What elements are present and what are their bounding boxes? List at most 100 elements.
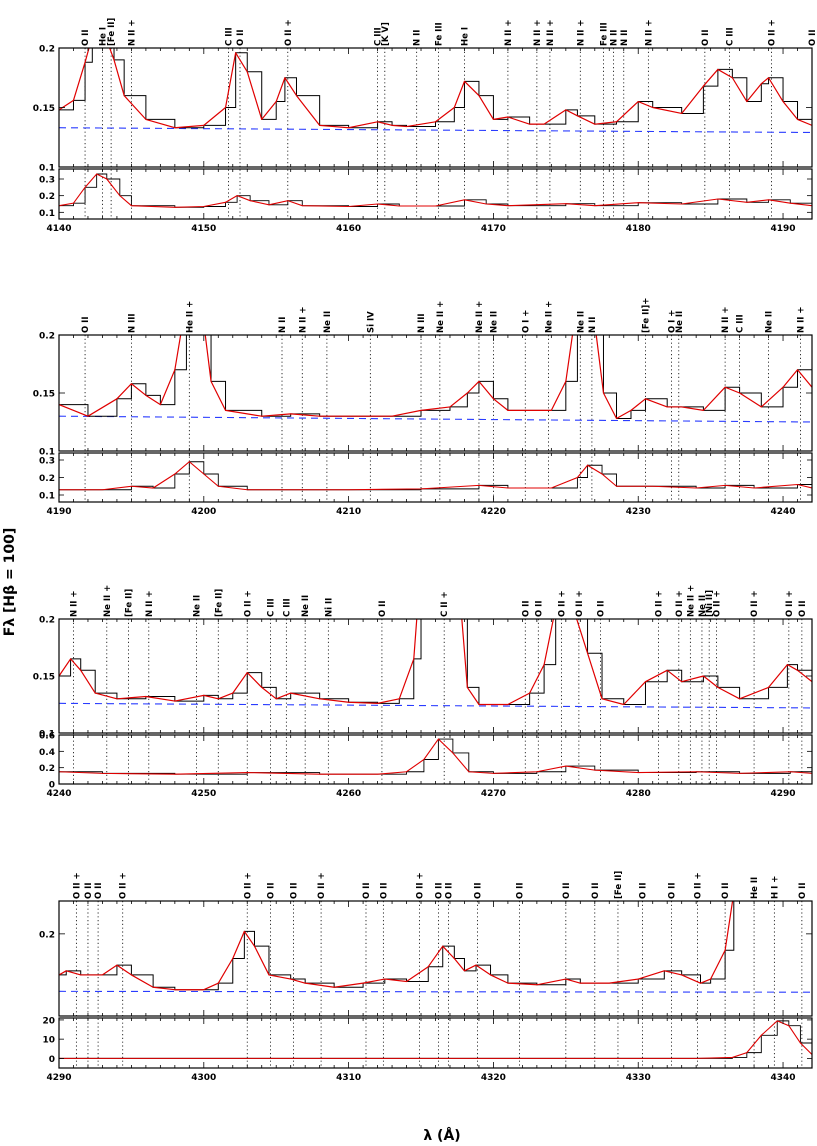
line-label: O II: [81, 316, 91, 333]
line-label: O II +: [119, 872, 129, 899]
line-label: Ne II: [489, 311, 499, 333]
line-label: N II +: [644, 20, 654, 46]
line-label: N II +: [721, 307, 731, 333]
panel-3: N II + Ne II + [Fe II] N II + Ne II [Fe II] O …: [33, 585, 813, 799]
x-tick-label: 4140: [46, 224, 71, 234]
y-tick-label: 0.2: [39, 616, 55, 626]
line-label: He II: [750, 877, 760, 899]
line-label: N II: [413, 30, 423, 46]
y-tick-label: 0.1: [39, 730, 55, 740]
line-label: O II +: [655, 590, 665, 617]
y-tick-label: 0: [49, 1055, 55, 1065]
line-label: O II: [378, 600, 388, 617]
y-tick-label: 20: [42, 1016, 55, 1026]
line-label: O II: [434, 882, 444, 899]
continuum-line: [58, 415, 813, 423]
y-axis-title: Fλ [Hβ = 100]: [2, 528, 18, 637]
line-label: Ne II +: [544, 301, 554, 333]
main-frame: [58, 334, 813, 452]
line-label: O II +: [575, 590, 585, 617]
x-tick-label: 4180: [626, 224, 651, 234]
model-fit-full: [59, 173, 812, 208]
y-tick-label: 0.1: [39, 448, 55, 458]
line-label: O II: [808, 29, 817, 46]
line-label: [K V]: [381, 22, 391, 46]
line-label: O II: [591, 882, 601, 899]
x-tick-label: 4290: [46, 1073, 71, 1083]
model-fit: [59, 48, 812, 129]
line-label: O II: [534, 600, 544, 617]
line-label: He I: [460, 27, 470, 46]
line-label: O II: [236, 29, 246, 46]
y-tick-label: 0.3: [39, 457, 55, 467]
line-label: [Ni II]: [705, 590, 715, 617]
line-label: Si IV: [366, 311, 376, 333]
line-label: [Fe II]: [614, 871, 624, 899]
line-label: O II: [94, 882, 104, 899]
sub-frame: [58, 1017, 813, 1069]
line-label: O II +: [675, 590, 685, 617]
line-label: N II +: [576, 20, 586, 46]
x-tick-label: 4170: [481, 224, 506, 234]
model-fit: [59, 335, 812, 420]
line-label: Fe III: [599, 22, 609, 46]
line-label: O II: [597, 600, 607, 617]
main-frame: [58, 900, 813, 1017]
observed-spectrum: [59, 48, 812, 129]
x-tick-label: 4330: [626, 1073, 651, 1083]
line-label: O II: [515, 882, 525, 899]
y-tick-label: 0.15: [33, 104, 55, 114]
y-tick-label: 0.2: [39, 332, 55, 342]
line-label: Ni II: [324, 598, 334, 617]
line-label: N III: [417, 313, 427, 333]
line-label: O II: [290, 882, 300, 899]
line-label: [Fe II]: [214, 589, 224, 617]
line-label: O II +: [284, 19, 294, 46]
y-tick-label: 0.2: [39, 192, 55, 202]
y-tick-label: 0.2: [39, 764, 55, 774]
line-label: Ne II +: [436, 301, 446, 333]
model-fit: [59, 619, 812, 706]
x-tick-label: 4310: [336, 1073, 361, 1083]
line-label: O II +: [785, 590, 795, 617]
line-label: O II: [445, 882, 455, 899]
line-label: O II: [798, 882, 808, 899]
line-label: O II: [362, 882, 372, 899]
line-label: N II +: [504, 20, 514, 46]
x-tick-label: 4290: [771, 789, 796, 799]
x-tick-label: 4190: [771, 224, 796, 234]
x-axis-title: λ (Å): [423, 1127, 460, 1144]
x-tick-label: 4300: [191, 1073, 216, 1083]
y-tick-label: 0.1: [39, 492, 55, 502]
line-label: He I: [98, 27, 108, 46]
spectrum-panels: O II He I [Fe II] N II + C III O II O II + C II…: [33, 18, 817, 1083]
line-label: N II +: [533, 20, 543, 46]
observed-spectrum-full: [59, 1020, 812, 1059]
line-label: [Fe II]+: [641, 298, 651, 333]
line-label: O II: [721, 882, 731, 899]
line-label: O II: [379, 882, 389, 899]
line-label: [Fe II]: [125, 589, 135, 617]
line-label: Ne II: [301, 595, 311, 617]
line-label: Ne II: [576, 311, 586, 333]
line-label: Ne II +: [475, 301, 485, 333]
line-label: O II +: [557, 590, 567, 617]
line-label: O II: [562, 882, 572, 899]
line-label: O II +: [243, 872, 253, 899]
line-label: C II +: [440, 591, 450, 617]
line-label: Ne II: [675, 311, 685, 333]
panel-4: O II + O II O II O II + O II + O II O II O II +…: [39, 871, 813, 1083]
line-label: C III: [282, 598, 292, 617]
x-tick-label: 4240: [771, 507, 796, 517]
line-label: N II +: [127, 20, 137, 46]
line-label: Ne II +: [686, 585, 696, 617]
line-label: O II: [668, 882, 678, 899]
y-tick-label: 0.15: [33, 673, 55, 683]
line-label: Ne II +: [103, 585, 113, 617]
x-tick-label: 4200: [191, 507, 216, 517]
y-tick-label: 0.2: [39, 930, 55, 940]
line-label: O II: [521, 600, 531, 617]
line-label: O II +: [712, 590, 722, 617]
line-label: N II +: [546, 20, 556, 46]
